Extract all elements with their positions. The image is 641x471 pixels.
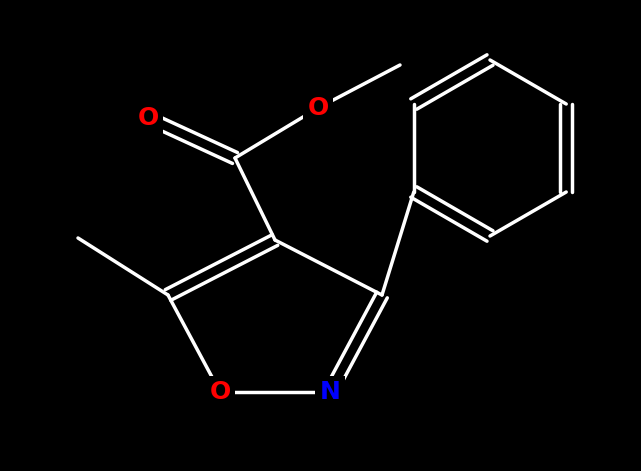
Text: N: N xyxy=(320,380,340,404)
Text: O: O xyxy=(210,380,231,404)
Text: O: O xyxy=(137,106,158,130)
Text: O: O xyxy=(308,96,329,120)
